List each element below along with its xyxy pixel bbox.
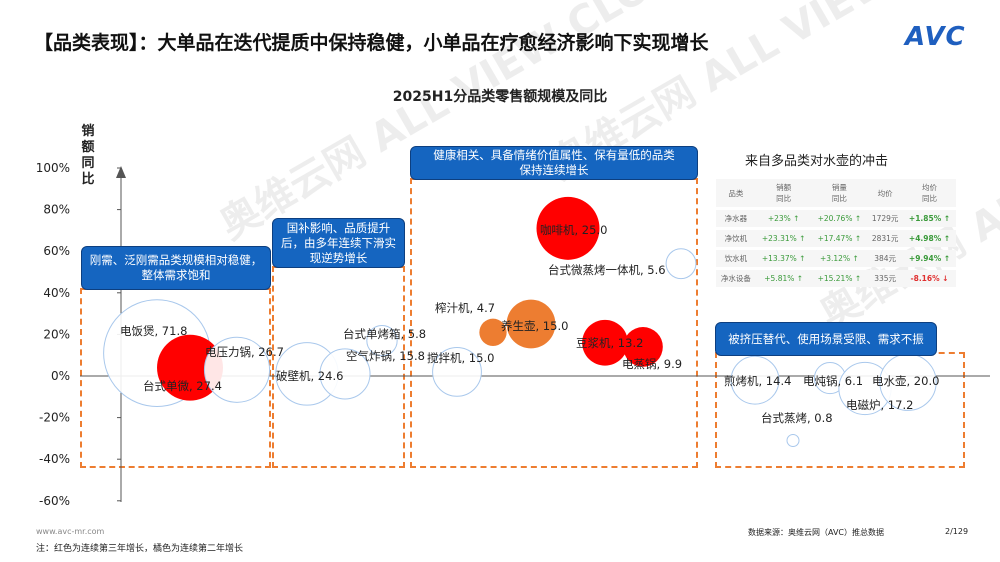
table-cell: +3.12% ↑ bbox=[811, 250, 868, 267]
bubble-label: 电饭煲, 71.8 bbox=[120, 324, 187, 338]
table-cell: 384元 bbox=[867, 250, 904, 267]
bubble-label: 台式微蒸烤一体机, 5.6 bbox=[548, 263, 666, 277]
bubble-台式单微 bbox=[157, 334, 223, 401]
y-tick-label: 100% bbox=[36, 161, 70, 175]
impact-table: 品类 销额 同比 销量 同比 均价 均价 同比 净水器 +23% ↑ +20.76%… bbox=[716, 176, 956, 290]
website-url: www.avc-mr.com bbox=[36, 527, 105, 536]
bubble-label: 电水壶, 20.0 bbox=[872, 374, 939, 388]
table-cell: 净饮机 bbox=[716, 230, 756, 247]
bubble-搅拌机 bbox=[432, 346, 482, 397]
table-cell: 净水器 bbox=[716, 210, 756, 227]
table-row: 净饮机 +23.31% ↑ +17.47% ↑ 2831元 +4.98% ↑ bbox=[716, 230, 956, 247]
bubble-label: 电蒸锅, 9.9 bbox=[622, 357, 682, 371]
chart-title: 2025H1分品类零售额规模及同比 bbox=[392, 89, 608, 105]
callout-staple: 刚需、泛刚需品类规模相对稳健，整体需求饱和 bbox=[81, 246, 271, 290]
table-cell: +20.76% ↑ bbox=[811, 210, 868, 227]
bubble-label: 养生壶, 15.0 bbox=[501, 319, 568, 333]
table-cell: 1729元 bbox=[867, 210, 904, 227]
table-cell: +1.85% ↑ bbox=[903, 210, 956, 227]
table-cell: 净水设备 bbox=[716, 270, 756, 287]
bubble-台式蒸烤 bbox=[786, 433, 800, 447]
bubble-煎烤机 bbox=[730, 355, 780, 405]
bubble-label: 电磁炉, 17.2 bbox=[846, 398, 913, 412]
bubble-label: 搅拌机, 15.0 bbox=[427, 351, 494, 365]
impact-title: 来自多品类对水壶的冲击 bbox=[745, 154, 889, 169]
y-tick-label: 20% bbox=[43, 327, 70, 341]
table-header: 品类 销额 同比 销量 同比 均价 均价 同比 bbox=[716, 179, 956, 207]
y-axis-label: 销额同比 bbox=[81, 124, 95, 187]
callout-subsidy: 国补影响、品质提升后，由多年连续下滑实现逆势增长 bbox=[272, 218, 405, 268]
y-tick-label: 40% bbox=[43, 286, 70, 300]
bubble-咖啡机 bbox=[536, 196, 600, 260]
table-cell: +13.37% ↑ bbox=[755, 250, 812, 267]
bubble-空气炸锅 bbox=[319, 348, 371, 400]
y-tick-label: -40% bbox=[39, 452, 70, 466]
header-cell: 均价 同比 bbox=[903, 179, 956, 207]
header-cell: 品类 bbox=[716, 179, 756, 207]
data-source: 数据来源：奥维云网（AVC）推总数据 bbox=[748, 528, 885, 537]
bubble-label: 台式蒸烤, 0.8 bbox=[761, 411, 833, 425]
table-cell: +15.21% ↑ bbox=[811, 270, 868, 287]
y-tick-label: 0% bbox=[51, 369, 70, 383]
bubble-label: 煎烤机, 14.4 bbox=[724, 374, 791, 388]
header-cell: 销额 同比 bbox=[755, 179, 812, 207]
table-row: 净水设备 +5.81% ↑ +15.21% ↑ 335元 -8.16% ↓ bbox=[716, 270, 956, 287]
bubble-label: 电压力锅, 26.7 bbox=[205, 345, 284, 359]
y-tick-label: 80% bbox=[43, 203, 70, 217]
bubble-养生壶 bbox=[506, 299, 556, 349]
table-row: 饮水机 +13.37% ↑ +3.12% ↑ 384元 +9.94% ↑ bbox=[716, 250, 956, 267]
table-cell: +23% ↑ bbox=[755, 210, 812, 227]
y-axis-arrow bbox=[116, 166, 126, 178]
table-cell: +5.81% ↑ bbox=[755, 270, 812, 287]
bubble-label: 破壁机, 24.6 bbox=[276, 369, 343, 383]
table-cell: +17.47% ↑ bbox=[811, 230, 868, 247]
bubble-label: 台式单微, 27.4 bbox=[143, 379, 222, 393]
bubble-label: 豆浆机, 13.2 bbox=[576, 336, 643, 350]
bubble-label: 电炖锅, 6.1 bbox=[803, 374, 863, 388]
bubble-label: 空气炸锅, 15.8 bbox=[346, 349, 425, 363]
callout-squeezed: 被挤压替代、使用场景受限、需求不振 bbox=[715, 322, 937, 356]
y-tick-label: 60% bbox=[43, 244, 70, 258]
slide-title: 【品类表现】：大单品在迭代提质中保持稳健，小单品在疗愈经济影响下实现增长 bbox=[34, 32, 709, 54]
bubble-label: 咖啡机, 25.0 bbox=[540, 223, 607, 237]
bubble-label: 台式单烤箱, 5.8 bbox=[343, 327, 426, 341]
bubble-台式单烤箱 bbox=[366, 324, 398, 357]
y-tick-label: -20% bbox=[39, 411, 70, 425]
y-tick-label: -60% bbox=[39, 494, 70, 508]
footnote: 注：红色为连续第三年增长，橘色为连续第二年增长 bbox=[36, 544, 244, 554]
bubble-豆浆机 bbox=[582, 319, 628, 366]
bubble-label: 榨汁机, 4.7 bbox=[435, 301, 495, 315]
bubble-电压力锅 bbox=[203, 336, 271, 403]
table-cell: +9.94% ↑ bbox=[903, 250, 956, 267]
table-cell: +4.98% ↑ bbox=[903, 230, 956, 247]
table-cell: -8.16% ↓ bbox=[903, 270, 956, 287]
table-cell: 335元 bbox=[867, 270, 904, 287]
table-cell: +23.31% ↑ bbox=[755, 230, 812, 247]
header-cell: 均价 bbox=[867, 179, 904, 207]
bubble-电蒸锅 bbox=[623, 327, 663, 367]
avc-logo: AVC bbox=[905, 22, 966, 52]
header-cell: 销量 同比 bbox=[811, 179, 868, 207]
table-row: 净水器 +23% ↑ +20.76% ↑ 1729元 +1.85% ↑ bbox=[716, 210, 956, 227]
page-number: 2/129 bbox=[945, 527, 969, 536]
table-cell: 饮水机 bbox=[716, 250, 756, 267]
table-cell: 2831元 bbox=[867, 230, 904, 247]
bubble-台式微蒸烤一体机 bbox=[665, 248, 697, 280]
callout-health: 健康相关、具备情绪价值属性、保有量低的品类保持连续增长 bbox=[410, 146, 698, 180]
bubble-榨汁机 bbox=[479, 318, 507, 346]
